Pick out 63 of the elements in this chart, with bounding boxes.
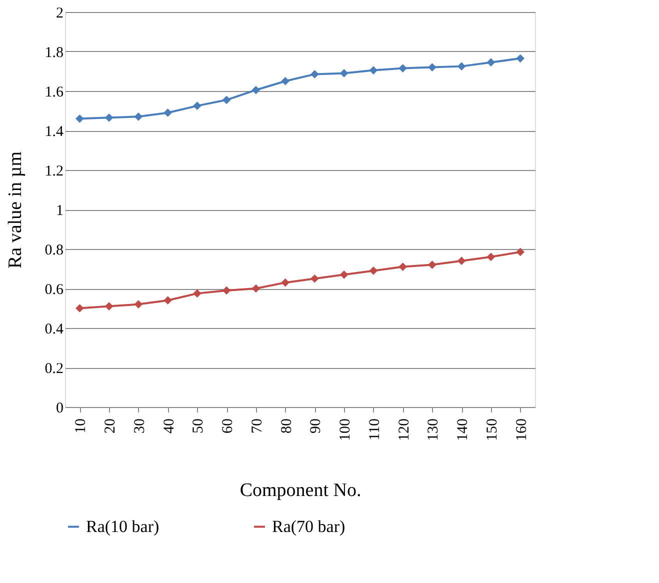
x-tick-label: 160 [514, 418, 530, 441]
y-tick-label: 0.8 [44, 242, 64, 258]
x-tick-label: 150 [484, 418, 500, 441]
point [222, 286, 231, 295]
x-tick-label: 90 [308, 418, 324, 434]
point [457, 62, 466, 70]
point [486, 58, 496, 67]
y-tick-label: 0.2 [44, 361, 64, 377]
point [164, 108, 172, 117]
x-axis-title: Component No. [240, 480, 362, 501]
point [486, 252, 496, 262]
x-tick-label: 30 [132, 418, 148, 434]
point [104, 302, 114, 310]
point [428, 63, 436, 72]
point [516, 54, 524, 63]
point [252, 284, 260, 293]
x-tick-label: 20 [102, 418, 119, 434]
x-tick-label: 140 [455, 418, 472, 441]
point [340, 270, 348, 279]
point [134, 112, 143, 121]
y-tick-label: 2 [56, 6, 64, 22]
x-tick-label: 50 [190, 418, 207, 434]
point [340, 69, 348, 78]
point [134, 300, 143, 308]
point [428, 260, 436, 269]
point [76, 114, 84, 123]
y-tick-label: 1.6 [44, 84, 64, 100]
y-tick-label: 1.2 [44, 164, 64, 180]
y-tick-label: 0 [56, 400, 64, 416]
point [369, 266, 378, 275]
y-axis-title: Ra value in µm [4, 151, 26, 269]
point [193, 289, 202, 298]
point [398, 64, 407, 72]
legend-label: Ra(10 bar) [86, 516, 160, 536]
x-tick-label: 110 [366, 418, 383, 440]
y-tick-label: 1 [56, 203, 64, 219]
point [76, 304, 84, 312]
point [222, 96, 231, 104]
x-tick-label: 70 [249, 418, 266, 434]
point [164, 296, 172, 305]
point [398, 262, 407, 271]
x-tick-label: 60 [220, 418, 236, 434]
x-tick-label: 40 [161, 418, 178, 434]
point [516, 248, 524, 256]
legend-label: Ra(70 bar) [272, 516, 346, 536]
y-tick-label: 0.6 [44, 282, 64, 298]
point [457, 256, 466, 266]
point [369, 66, 378, 74]
point [193, 102, 202, 110]
x-tick-label: 120 [396, 418, 412, 441]
x-tick-label: 100 [338, 418, 354, 441]
point [310, 70, 319, 78]
point [281, 278, 290, 287]
point [310, 274, 319, 283]
x-tick-label: 130 [426, 418, 442, 441]
x-tick-label: 80 [278, 418, 295, 434]
x-tick-label: 10 [73, 418, 90, 434]
y-tick-label: 1.8 [44, 45, 64, 61]
point [252, 86, 260, 94]
point [104, 113, 114, 122]
point [281, 76, 290, 86]
y-tick-label: 0.4 [44, 322, 64, 338]
y-tick-label: 1.4 [44, 124, 64, 140]
